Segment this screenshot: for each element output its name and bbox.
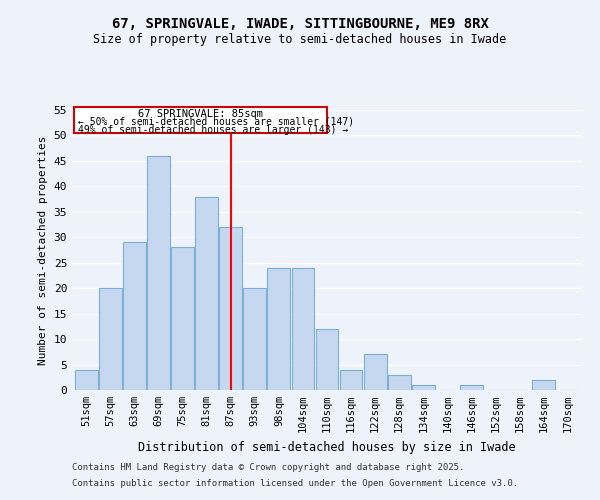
Bar (316, 329, 338, 390)
Bar (388, 374, 410, 390)
Bar (412, 385, 434, 390)
Text: 67, SPRINGVALE, IWADE, SITTINGBOURNE, ME9 8RX: 67, SPRINGVALE, IWADE, SITTINGBOURNE, ME… (112, 18, 488, 32)
Bar (220, 227, 242, 390)
FancyBboxPatch shape (74, 108, 327, 133)
Bar (75, 370, 98, 390)
Text: 49% of semi-detached houses are larger (143) →: 49% of semi-detached houses are larger (… (78, 125, 348, 135)
Bar (292, 268, 314, 390)
Y-axis label: Number of semi-detached properties: Number of semi-detached properties (38, 135, 48, 365)
Bar (364, 354, 386, 390)
Bar (340, 370, 362, 390)
Bar (532, 380, 555, 390)
Text: Contains public sector information licensed under the Open Government Licence v3: Contains public sector information licen… (72, 478, 518, 488)
Bar (99, 288, 122, 390)
Bar (244, 288, 266, 390)
Bar (268, 268, 290, 390)
Bar (171, 248, 194, 390)
Text: Size of property relative to semi-detached houses in Iwade: Size of property relative to semi-detach… (94, 32, 506, 46)
Bar (460, 385, 483, 390)
Text: 67 SPRINGVALE: 85sqm: 67 SPRINGVALE: 85sqm (138, 109, 263, 119)
Bar (147, 156, 170, 390)
Bar (123, 242, 146, 390)
Text: Contains HM Land Registry data © Crown copyright and database right 2025.: Contains HM Land Registry data © Crown c… (72, 464, 464, 472)
X-axis label: Distribution of semi-detached houses by size in Iwade: Distribution of semi-detached houses by … (138, 440, 516, 454)
Bar (195, 196, 218, 390)
Text: ← 50% of semi-detached houses are smaller (147): ← 50% of semi-detached houses are smalle… (78, 116, 354, 126)
